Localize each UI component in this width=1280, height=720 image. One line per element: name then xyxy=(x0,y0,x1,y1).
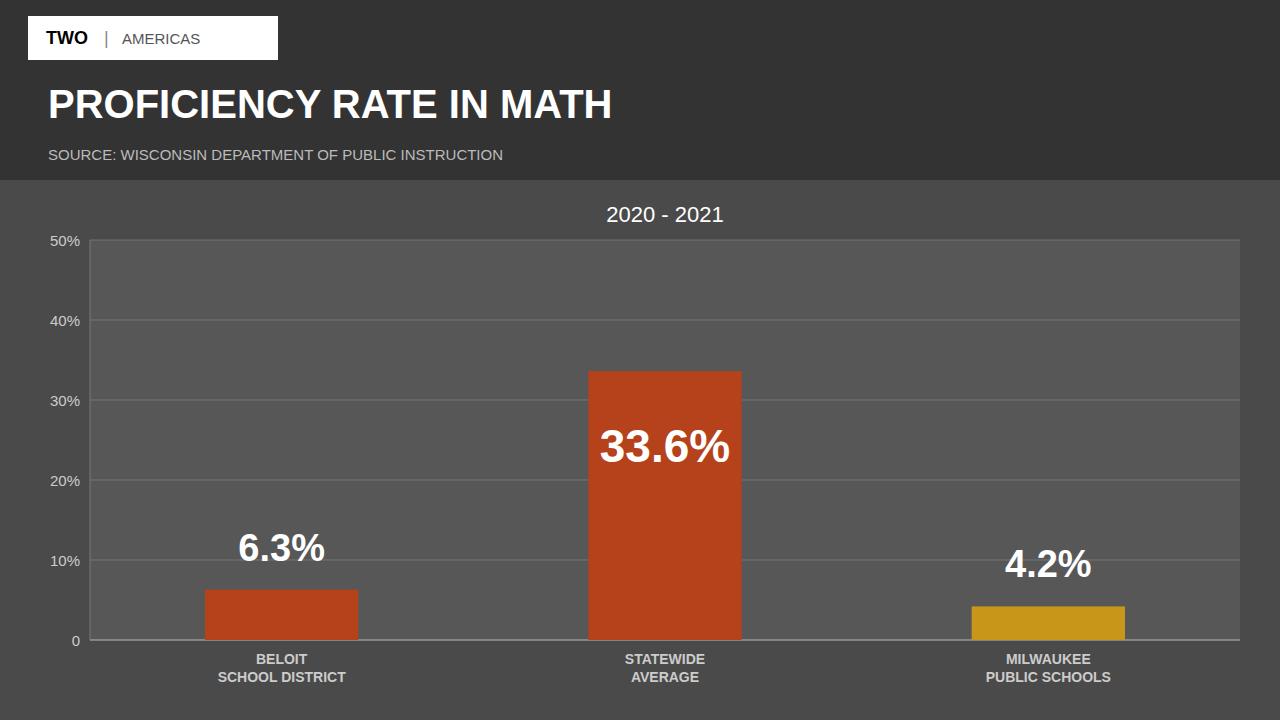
background xyxy=(0,0,1280,720)
grid-line xyxy=(90,240,1240,241)
x-tick-label: STATEWIDE AVERAGE xyxy=(625,651,705,685)
y-tick-label: 50% xyxy=(50,232,80,249)
x-tick-label-line: BELOIT xyxy=(256,651,308,667)
bar xyxy=(972,606,1125,640)
source: SOURCE: WISCONSIN DEPARTMENT OF PUBLIC I… xyxy=(48,146,503,163)
y-tick-label: 10% xyxy=(50,552,80,569)
grid-line xyxy=(90,320,1240,321)
x-tick-label-line: SCHOOL DISTRICT xyxy=(218,669,347,685)
x-axis: BELOIT SCHOOL DISTRICT STATEWIDE AVERAGE MIL… xyxy=(218,651,1111,685)
data-labels: 6.3% 33.6% 4.2% xyxy=(238,420,1091,585)
y-axis-line xyxy=(90,240,91,640)
bars xyxy=(205,371,1125,640)
badge-text: AMERICAS xyxy=(122,30,200,47)
y-tick-label: 20% xyxy=(50,472,80,489)
data-label: 4.2% xyxy=(1005,543,1092,585)
y-tick-label: 30% xyxy=(50,392,80,409)
data-label: 6.3% xyxy=(238,527,325,569)
data-label: 33.6% xyxy=(600,420,730,472)
chart-container: TWO | AMERICAS PROFICIENCY RATE IN MATH SOUR… xyxy=(0,0,1280,720)
chart-svg: TWO | AMERICAS PROFICIENCY RATE IN MATH SOUR… xyxy=(0,0,1280,720)
title: PROFICIENCY RATE IN MATH xyxy=(48,82,612,126)
badge-divider: | xyxy=(104,28,109,48)
bar xyxy=(205,590,358,640)
grid xyxy=(90,240,1240,640)
header-band xyxy=(0,0,1280,180)
bar xyxy=(588,371,741,640)
plot-area xyxy=(90,240,1240,640)
badge-box xyxy=(28,16,278,60)
y-axis: 0 10% 20% 30% 40% 50% xyxy=(50,232,80,649)
badge-text: TWO xyxy=(46,28,88,48)
x-tick-label: BELOIT SCHOOL DISTRICT xyxy=(218,651,347,685)
x-tick-label-line: STATEWIDE xyxy=(625,651,705,667)
badge: TWO | AMERICAS xyxy=(28,16,278,60)
x-tick-label-line: AVERAGE xyxy=(631,669,699,685)
x-tick-label: MILWAUKEE PUBLIC SCHOOLS xyxy=(986,651,1111,685)
y-tick-label: 0 xyxy=(72,632,80,649)
x-tick-label-line: PUBLIC SCHOOLS xyxy=(986,669,1111,685)
subtitle: 2020 - 2021 xyxy=(606,202,723,227)
y-tick-label: 40% xyxy=(50,312,80,329)
x-tick-label-line: MILWAUKEE xyxy=(1006,651,1091,667)
